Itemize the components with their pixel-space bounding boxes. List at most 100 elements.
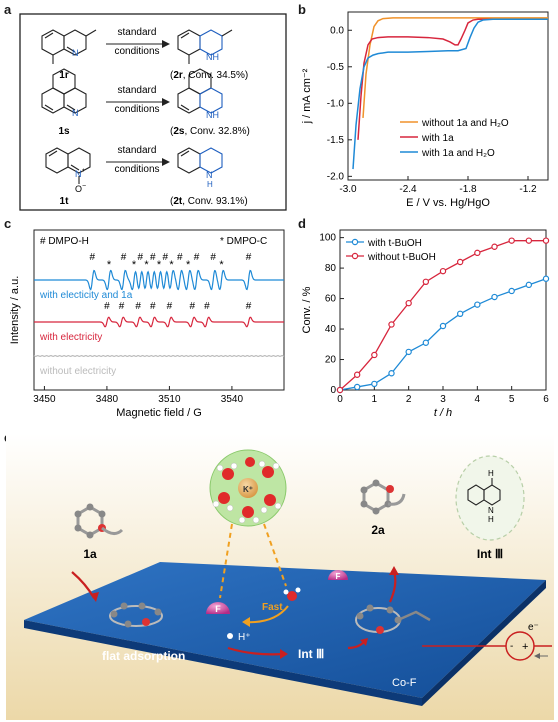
series-line-d-0 bbox=[339, 278, 547, 391]
series-line-b-1 bbox=[357, 18, 548, 140]
y-tick-label-b: -1.0 bbox=[327, 98, 345, 109]
int3-n: N bbox=[488, 506, 494, 515]
series-line-b-2 bbox=[352, 18, 548, 170]
conditions-top-1: standard bbox=[118, 27, 157, 38]
atom-n-2t: N bbox=[206, 170, 213, 180]
star-marker-0: * bbox=[107, 259, 112, 271]
data-point-d-1 bbox=[456, 258, 464, 266]
data-point-d-0 bbox=[422, 339, 430, 346]
x-axis-label-c: Magnetic field / G bbox=[116, 407, 202, 419]
epr-chart: 3450 3480 3510 3540 Magnetic field / G Intens… bbox=[9, 229, 285, 419]
panel-letter-c: c bbox=[4, 216, 12, 231]
epr-trace-label-0: with electicity and 1a bbox=[39, 290, 133, 301]
panel-letter-b: b bbox=[298, 2, 306, 17]
y-tick-label-d: 80 bbox=[325, 263, 337, 274]
product-2a-label: 2a bbox=[371, 523, 385, 537]
series-line-d-1 bbox=[339, 240, 546, 391]
proton-label: H⁺ bbox=[238, 632, 251, 643]
molecule-1a bbox=[74, 503, 124, 539]
x-tick-label-c: 3450 bbox=[33, 394, 56, 405]
data-point-d-1 bbox=[491, 243, 498, 250]
hash-marker-0: # bbox=[210, 252, 216, 263]
legend-label-d-1: without t-BuOH bbox=[367, 252, 436, 263]
x-tick-label-d: 6 bbox=[543, 394, 549, 405]
conditions-bottom-1: conditions bbox=[114, 46, 159, 57]
fluoride-label-1: F bbox=[215, 604, 221, 614]
epr-trace-0 bbox=[34, 269, 284, 291]
data-point-d-0 bbox=[405, 348, 412, 356]
y-tick-label-b: 0.0 bbox=[330, 25, 344, 36]
legend-marker-d-0 bbox=[351, 238, 359, 246]
x-tick-label-d: 3 bbox=[440, 394, 446, 405]
hash-marker-1: # bbox=[150, 301, 156, 312]
panel-letter-a: a bbox=[4, 2, 12, 17]
x-tick-label-b: -2.4 bbox=[399, 184, 417, 195]
hash-marker-1: # bbox=[104, 301, 110, 312]
star-marker-0: * bbox=[219, 259, 224, 271]
y-tick-label-b: -2.0 bbox=[327, 171, 345, 182]
atom-n-1s: N bbox=[72, 108, 79, 118]
atom-nh-2s: NH bbox=[206, 110, 219, 120]
atom-minus-1t: − bbox=[82, 183, 86, 190]
hash-marker-1: # bbox=[246, 301, 252, 312]
hash-marker-0: # bbox=[246, 252, 252, 263]
data-point-d-0 bbox=[474, 301, 481, 308]
int3-h-top: H bbox=[488, 469, 494, 478]
data-point-d-0 bbox=[388, 370, 395, 377]
legend-marker-d-1 bbox=[351, 252, 359, 260]
y-tick-label-d: 100 bbox=[319, 233, 336, 244]
series-line-b-0 bbox=[362, 17, 548, 118]
compound-1t: 1t bbox=[60, 196, 70, 207]
atom-n-1r: N bbox=[72, 48, 79, 58]
compound-1r: 1r bbox=[59, 70, 69, 81]
x-axis-label-d: t / h bbox=[434, 407, 452, 419]
data-point-d-0 bbox=[508, 287, 515, 295]
fluoride-label-2: F bbox=[336, 572, 341, 581]
mechanism-illustration: Co-F K⁺ F F Fast H⁺ 1a bbox=[6, 434, 554, 720]
int3-h-bottom: H bbox=[488, 515, 494, 524]
hash-marker-0: # bbox=[177, 252, 183, 263]
hash-marker-0: # bbox=[137, 252, 143, 263]
data-point-d-0 bbox=[525, 281, 533, 289]
data-point-d-1 bbox=[525, 237, 533, 244]
x-tick-label-d: 4 bbox=[475, 394, 481, 405]
circuit-minus: - bbox=[510, 641, 513, 652]
y-axis-label-c: Intensity / a.u. bbox=[9, 276, 21, 344]
star-marker-0: * bbox=[186, 259, 191, 271]
data-point-d-1 bbox=[474, 249, 481, 257]
x-tick-label-d: 5 bbox=[509, 394, 515, 405]
y-axis-label-b: j / mA cm⁻² bbox=[301, 68, 313, 124]
data-point-d-1 bbox=[336, 386, 344, 394]
data-point-d-1 bbox=[439, 267, 447, 275]
data-point-d-1 bbox=[405, 299, 412, 307]
atom-n-1t: N bbox=[75, 169, 82, 179]
hash-marker-0: # bbox=[121, 252, 127, 263]
x-tick-label-c: 3480 bbox=[96, 394, 119, 405]
data-point-d-1 bbox=[353, 371, 361, 378]
x-tick-label-c: 3510 bbox=[158, 394, 181, 405]
x-tick-label-d: 2 bbox=[406, 394, 412, 405]
data-point-d-1 bbox=[542, 237, 550, 244]
data-point-d-1 bbox=[508, 237, 515, 244]
product-2s-label: (2s, Conv. 32.8%) bbox=[170, 126, 250, 137]
data-point-d-0 bbox=[371, 380, 378, 388]
legend-hash-c: # DMPO-H bbox=[40, 236, 89, 247]
data-point-d-1 bbox=[422, 278, 430, 286]
x-tick-label-c: 3540 bbox=[221, 394, 244, 405]
plot-frame-c bbox=[33, 229, 285, 391]
k-cation-label: K⁺ bbox=[243, 485, 253, 494]
x-tick-label-b: -3.0 bbox=[339, 184, 357, 195]
y-tick-label-d: 40 bbox=[325, 324, 337, 335]
epr-trace-2 bbox=[33, 354, 285, 358]
epr-trace-label-2: without electricity bbox=[39, 366, 116, 377]
hash-marker-1: # bbox=[204, 301, 210, 312]
adsorbed-molecule bbox=[109, 602, 163, 628]
flat-adsorption-label: flat adsorption bbox=[102, 649, 185, 663]
legend-label-d-0: with t-BuOH bbox=[367, 238, 422, 249]
atom-h-2t: H bbox=[207, 180, 213, 189]
hash-marker-0: # bbox=[90, 252, 96, 263]
atom-plus-1t: + bbox=[82, 168, 86, 174]
product-2t-label: (2t, Conv. 93.1%) bbox=[170, 196, 248, 207]
star-marker-0: * bbox=[144, 259, 149, 271]
